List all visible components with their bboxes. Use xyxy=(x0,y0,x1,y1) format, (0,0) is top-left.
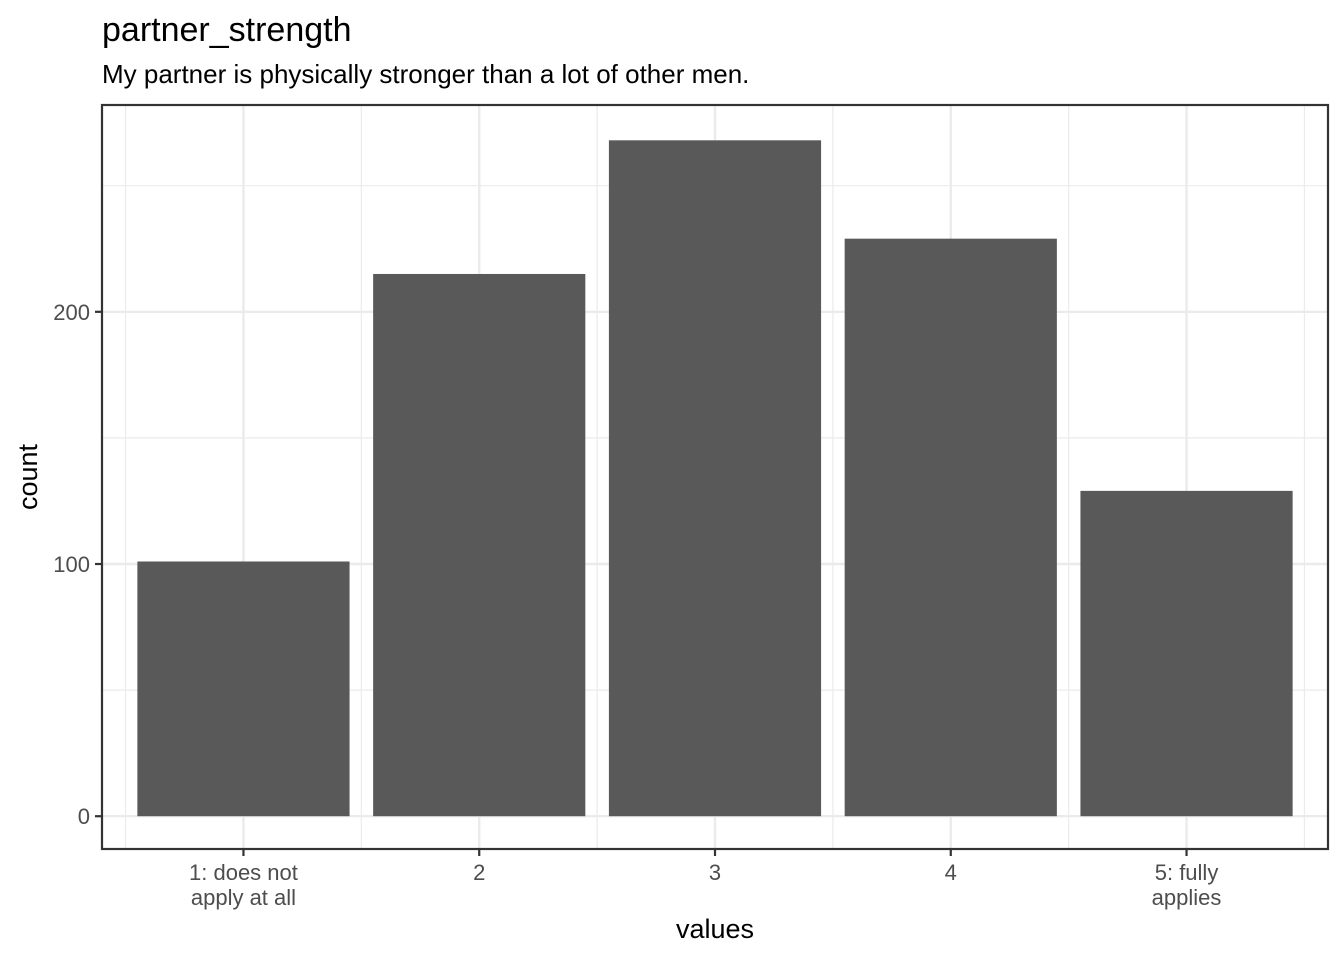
bars xyxy=(137,140,1293,817)
bar-5 xyxy=(1080,490,1293,817)
x-tick-label: 2 xyxy=(473,860,485,885)
bar-4 xyxy=(844,238,1057,817)
bar-1 xyxy=(137,561,350,817)
x-tick-label: 5: fully applies xyxy=(1152,860,1222,910)
y-axis-title: count xyxy=(13,443,43,510)
y-tick-label: 200 xyxy=(53,300,90,325)
chart-title: partner_strength xyxy=(102,11,352,49)
plot-panel xyxy=(100,103,1330,851)
x-axis-title: values xyxy=(676,914,754,944)
x-axis: 1: does not apply at all 2 3 4 5: fully applie… xyxy=(189,849,1221,910)
y-axis: 0 100 200 xyxy=(53,300,102,829)
bar-3 xyxy=(608,140,822,817)
y-tick-label: 100 xyxy=(53,552,90,577)
y-tick-label: 0 xyxy=(78,804,90,829)
x-tick-label: 1: does not apply at all xyxy=(189,860,298,910)
bar-2 xyxy=(373,273,586,817)
x-tick-label: 3 xyxy=(709,860,721,885)
chart-subtitle: My partner is physically stronger than a… xyxy=(102,59,749,89)
x-tick-label: 4 xyxy=(945,860,957,885)
